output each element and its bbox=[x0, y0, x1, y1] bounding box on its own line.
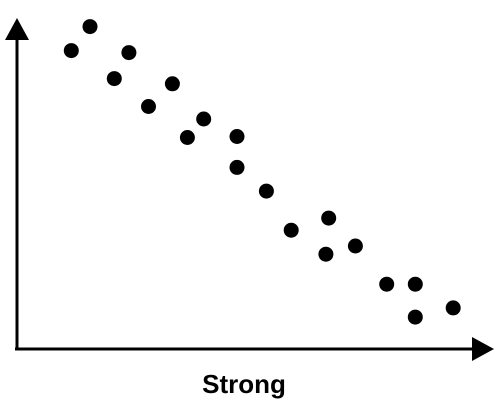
y-axis-arrowhead bbox=[5, 18, 29, 40]
x-axis-arrowhead bbox=[472, 337, 494, 361]
data-point-13 bbox=[318, 246, 334, 262]
data-point-6 bbox=[164, 76, 180, 92]
data-point-7 bbox=[179, 130, 195, 145]
data-point-16 bbox=[379, 276, 395, 292]
data-point-10 bbox=[229, 159, 245, 175]
data-point-4 bbox=[121, 45, 137, 61]
data-points bbox=[63, 19, 461, 325]
data-point-8 bbox=[196, 111, 212, 127]
data-point-17 bbox=[407, 276, 423, 292]
data-point-18 bbox=[407, 309, 423, 325]
data-point-15 bbox=[347, 238, 363, 254]
data-point-12 bbox=[283, 222, 299, 238]
x-axis-label: Strong bbox=[202, 369, 286, 399]
data-point-14 bbox=[321, 210, 337, 226]
data-point-5 bbox=[141, 99, 156, 114]
data-point-11 bbox=[258, 183, 274, 199]
data-point-1 bbox=[63, 43, 79, 59]
data-point-3 bbox=[106, 71, 122, 87]
data-point-2 bbox=[82, 19, 98, 35]
data-point-19 bbox=[445, 300, 461, 316]
data-point-9 bbox=[229, 129, 245, 144]
